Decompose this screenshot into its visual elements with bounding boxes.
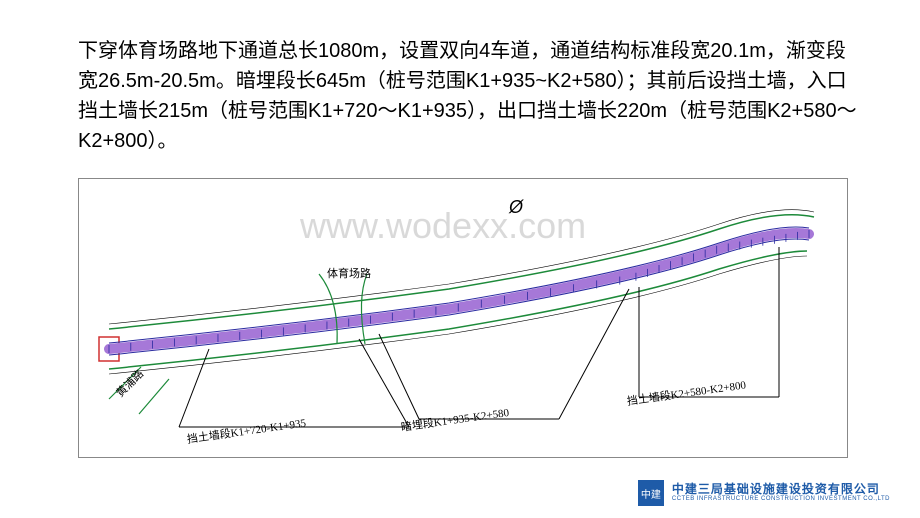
plan-diagram: Ø 体育场路 黄浦路 挡土墙段K1+720-K1+935 暗埋段K1+935-K… <box>78 178 848 458</box>
footer: 中建 中建三局基础设施建设投资有限公司 CCTEB INFRASTRUCTURE… <box>638 480 890 506</box>
company-text: 中建三局基础设施建设投资有限公司 CCTEB INFRASTRUCTURE CO… <box>672 483 890 503</box>
north-indicator: Ø <box>509 197 523 218</box>
company-logo: 中建 <box>638 480 664 506</box>
road-label-1: 体育场路 <box>327 265 371 281</box>
description-paragraph: 下穿体育场路地下通道总长1080m，设置双向4车道，通道结构标准段宽20.1m，… <box>78 36 860 156</box>
company-name-cn: 中建三局基础设施建设投资有限公司 <box>672 483 890 496</box>
company-name-en: CCTEB INFRASTRUCTURE CONSTRUCTION INVEST… <box>672 496 890 503</box>
